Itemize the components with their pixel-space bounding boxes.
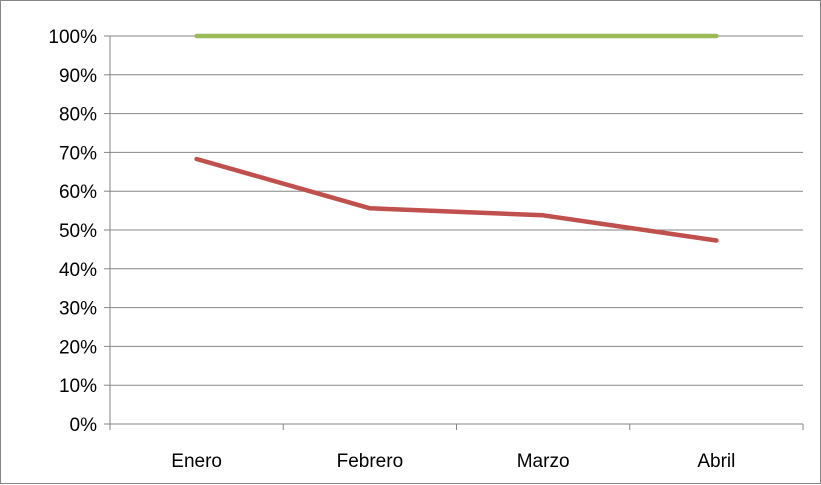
y-tick-label: 20% [59,337,97,358]
x-tick-label: Enero [171,451,222,472]
series-lines [194,33,719,243]
y-tick-label: 60% [59,182,97,203]
y-tick-label: 30% [59,299,97,320]
y-tick-label: 90% [59,66,97,87]
x-axis-tick-labels: Enero Febrero Marzo Abril [171,451,735,472]
x-tick-label: Marzo [517,451,570,472]
axes [104,35,804,430]
y-tick-label: 70% [59,143,97,164]
y-tick-label: 10% [59,376,97,397]
x-tick-label: Abril [697,451,735,472]
series-line-2 [194,156,719,243]
y-tick-label: 80% [59,105,97,126]
y-tick-label: 50% [59,221,97,242]
y-axis-tick-labels: 0% 10% 20% 30% 40% 50% 60% 70% 80% 90% 100% [48,27,97,436]
x-tick-label: Febrero [337,451,404,472]
y-tick-label: 100% [48,27,97,48]
y-tick-label: 40% [59,260,97,281]
y-tick-label: 0% [70,415,98,436]
